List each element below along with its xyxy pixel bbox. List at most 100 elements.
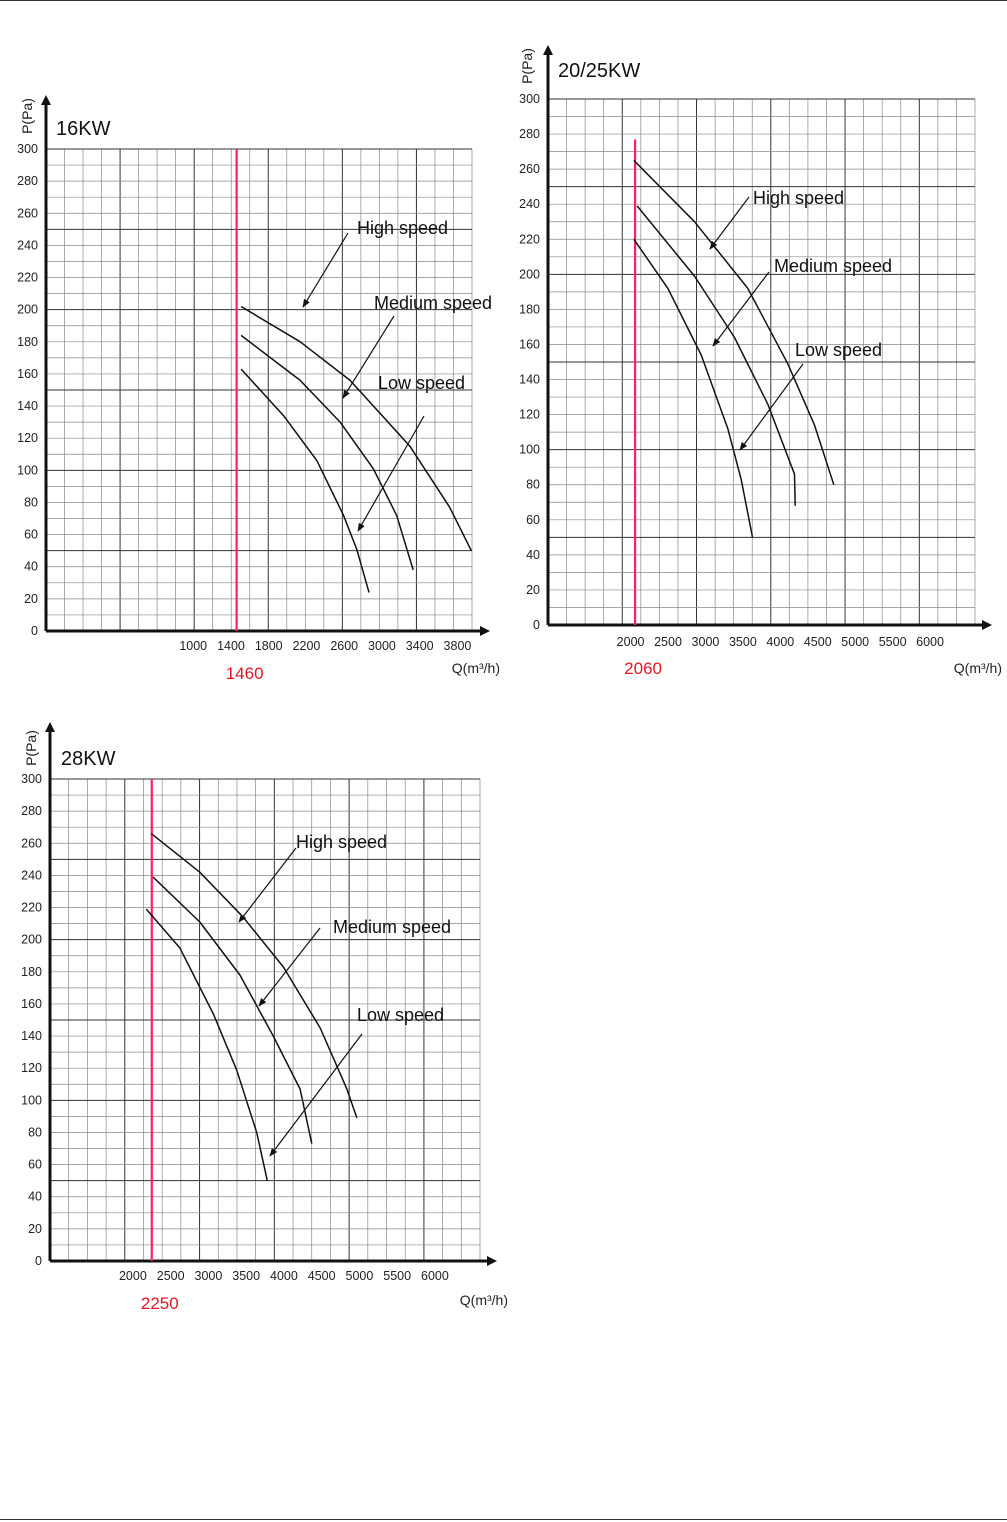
annotation-arrow-icon xyxy=(739,363,804,451)
x-tick-label: 3000 xyxy=(368,639,396,653)
x-tick-label: 5000 xyxy=(841,635,869,649)
y-tick-label: 100 xyxy=(17,463,38,477)
series-annotation-label: Medium speed xyxy=(774,256,892,276)
reference-line-label: 1460 xyxy=(226,664,264,683)
x-tick-label: 2600 xyxy=(330,639,358,653)
series-line-low-speed xyxy=(633,238,754,538)
x-tick-label: 5500 xyxy=(383,1269,411,1283)
series-annotation-label: High speed xyxy=(296,832,387,852)
y-tick-label: 100 xyxy=(21,1093,42,1107)
series-line-high-speed xyxy=(150,833,358,1119)
x-axis-arrow-icon xyxy=(480,626,490,636)
y-tick-label: 60 xyxy=(24,528,38,542)
x-tick-label: 1000 xyxy=(179,639,207,653)
y-tick-label: 20 xyxy=(526,583,540,597)
x-axis-label: Q(m³/h) xyxy=(460,1292,508,1308)
chart-1: 16KW P(Pa) Q(m³/h) 0 20 40 60 80 100 120 140 160 180… xyxy=(17,95,500,683)
series-annotation-label: Medium speed xyxy=(374,293,492,313)
series-annotation-label: High speed xyxy=(357,218,448,238)
series-line-low-speed xyxy=(145,908,269,1181)
y-tick-label: 0 xyxy=(31,624,38,638)
y-tick-label: 280 xyxy=(519,127,540,141)
series-annotation-label: Low speed xyxy=(357,1005,444,1025)
y-tick-label: 120 xyxy=(21,1061,42,1075)
x-axis-label: Q(m³/h) xyxy=(452,660,500,676)
y-tick-label: 40 xyxy=(526,548,540,562)
x-tick-label: 4500 xyxy=(308,1269,336,1283)
x-axis-arrow-icon xyxy=(982,620,992,630)
y-tick-label: 60 xyxy=(526,513,540,527)
x-tick-label: 2500 xyxy=(157,1269,185,1283)
series-annotation-label: Medium speed xyxy=(333,917,451,937)
y-axis-arrow-icon xyxy=(45,722,55,732)
annotation-arrow-icon xyxy=(302,232,349,308)
y-tick-label: 280 xyxy=(21,804,42,818)
y-axis-label: P(Pa) xyxy=(19,98,35,134)
series-line-medium-speed xyxy=(636,205,796,506)
y-tick-label: 80 xyxy=(24,495,38,509)
y-tick-label: 240 xyxy=(21,868,42,882)
chart-title: 16KW xyxy=(56,118,111,140)
y-tick-label: 260 xyxy=(519,162,540,176)
y-tick-label: 240 xyxy=(519,197,540,211)
y-tick-label: 300 xyxy=(21,772,42,786)
x-tick-label: 3000 xyxy=(692,635,720,649)
chart-title: 28KW xyxy=(61,748,116,770)
y-tick-label: 140 xyxy=(519,373,540,387)
reference-line-label: 2250 xyxy=(141,1294,179,1313)
y-tick-label: 200 xyxy=(519,267,540,281)
y-tick-label: 160 xyxy=(17,367,38,381)
y-tick-label: 40 xyxy=(24,560,38,574)
x-tick-label: 4000 xyxy=(270,1269,298,1283)
x-tick-label: 6000 xyxy=(916,635,944,649)
annotation-arrow-icon xyxy=(357,415,425,532)
y-tick-label: 220 xyxy=(17,271,38,285)
annotation-arrow-icon xyxy=(712,271,770,347)
series-annotation-label: Low speed xyxy=(795,340,882,360)
x-tick-label: 4500 xyxy=(804,635,832,649)
y-tick-label: 200 xyxy=(21,933,42,947)
series-line-low-speed xyxy=(240,368,370,593)
x-tick-label: 3500 xyxy=(232,1269,260,1283)
y-tick-label: 120 xyxy=(17,431,38,445)
series-line-medium-speed xyxy=(240,334,414,571)
series-annotation-label: High speed xyxy=(753,188,844,208)
y-tick-label: 100 xyxy=(519,443,540,457)
y-tick-label: 280 xyxy=(17,174,38,188)
y-tick-label: 0 xyxy=(35,1254,42,1268)
y-tick-label: 140 xyxy=(17,399,38,413)
bottom-rule xyxy=(0,1519,1007,1520)
series-line-high-speed xyxy=(633,159,835,485)
series-line-high-speed xyxy=(240,305,472,552)
x-tick-label: 2200 xyxy=(293,639,321,653)
x-tick-label: 2500 xyxy=(654,635,682,649)
x-tick-label: 2000 xyxy=(119,1269,147,1283)
y-axis-label: P(Pa) xyxy=(519,48,535,84)
x-axis-arrow-icon xyxy=(487,1256,497,1266)
y-tick-label: 300 xyxy=(17,142,38,156)
annotation-arrow-icon xyxy=(238,847,297,923)
x-tick-label: 3500 xyxy=(729,635,757,649)
reference-line-label: 2060 xyxy=(624,659,662,678)
y-tick-label: 140 xyxy=(21,1029,42,1043)
annotation-arrow-icon xyxy=(709,196,750,250)
chart-title: 20/25KW xyxy=(558,60,640,82)
y-tick-label: 200 xyxy=(17,303,38,317)
y-axis-arrow-icon xyxy=(41,95,51,105)
y-tick-label: 220 xyxy=(519,232,540,246)
chart-2: 20/25KW P(Pa) Q(m³/h) 0 20 40 60 80 100 120 140 160… xyxy=(519,45,1002,678)
x-tick-label: 3800 xyxy=(444,639,472,653)
x-tick-label: 3400 xyxy=(406,639,434,653)
annotation-arrow-icon xyxy=(258,927,321,1007)
y-tick-label: 220 xyxy=(21,901,42,915)
y-tick-label: 180 xyxy=(519,302,540,316)
y-axis-arrow-icon xyxy=(543,45,553,55)
x-tick-label: 3000 xyxy=(195,1269,223,1283)
x-axis-label: Q(m³/h) xyxy=(954,660,1002,676)
y-tick-label: 120 xyxy=(519,408,540,422)
y-tick-label: 0 xyxy=(533,618,540,632)
top-rule xyxy=(0,0,1007,1)
y-tick-label: 240 xyxy=(17,238,38,252)
y-tick-label: 20 xyxy=(24,592,38,606)
